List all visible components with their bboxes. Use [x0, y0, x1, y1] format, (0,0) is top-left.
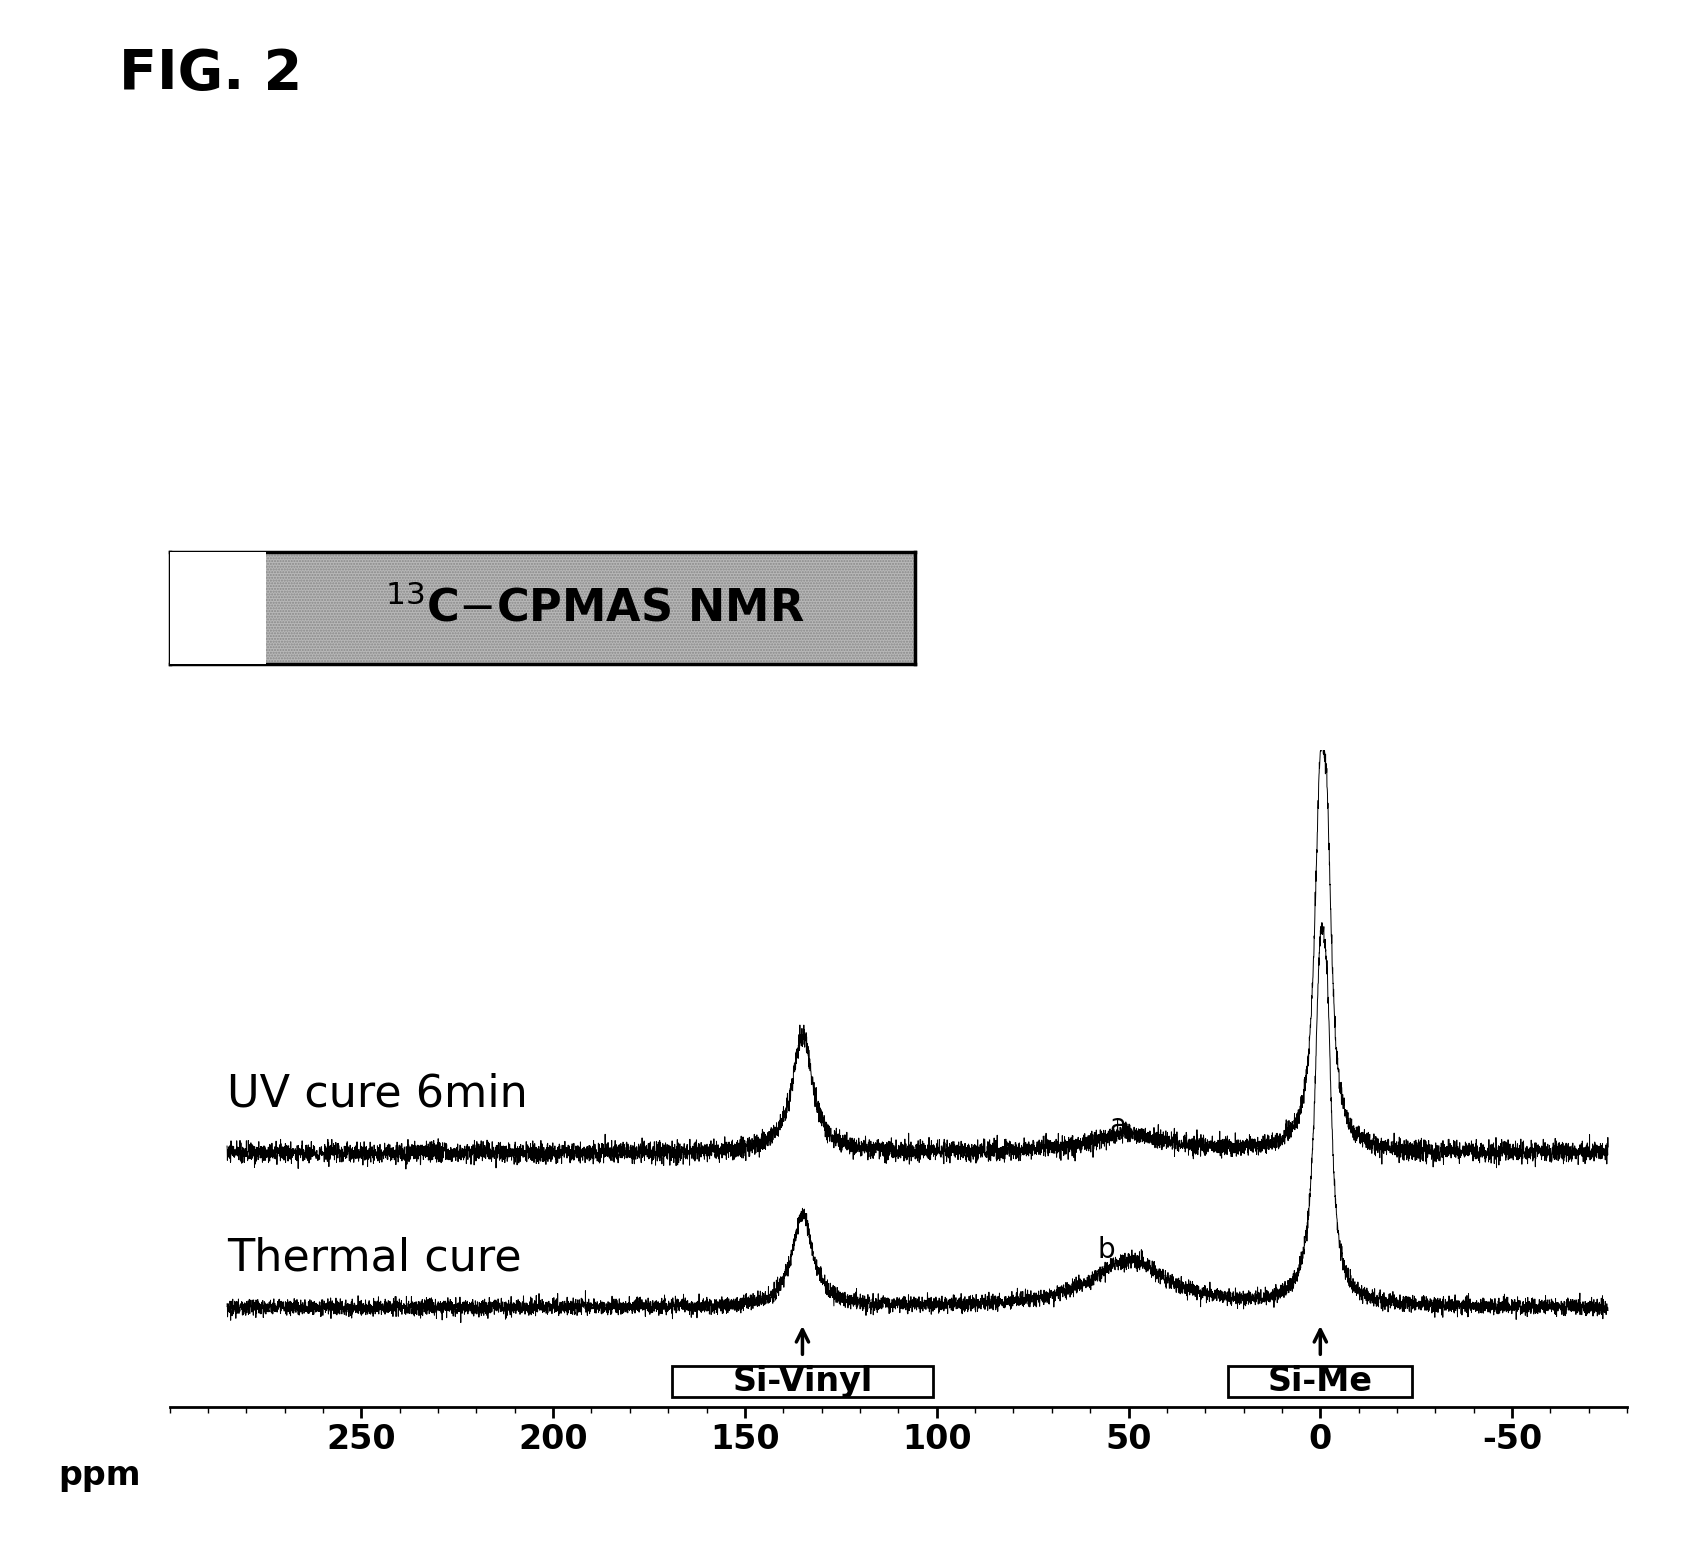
Text: $^{13}$C$-$CPMAS NMR: $^{13}$C$-$CPMAS NMR: [385, 586, 805, 630]
Text: b: b: [1098, 1236, 1115, 1264]
Text: UV cure 6min: UV cure 6min: [227, 1072, 527, 1116]
Text: Thermal cure: Thermal cure: [227, 1236, 522, 1280]
Bar: [170, 552, 266, 664]
Text: ppm: ppm: [58, 1460, 141, 1493]
Text: FIG. 2: FIG. 2: [119, 47, 302, 102]
Text: a: a: [1109, 1113, 1127, 1141]
Text: Si-Vinyl: Si-Vinyl: [732, 1366, 873, 1399]
FancyBboxPatch shape: [671, 1366, 932, 1397]
FancyBboxPatch shape: [1229, 1366, 1412, 1397]
Text: Si-Me: Si-Me: [1268, 1366, 1373, 1399]
